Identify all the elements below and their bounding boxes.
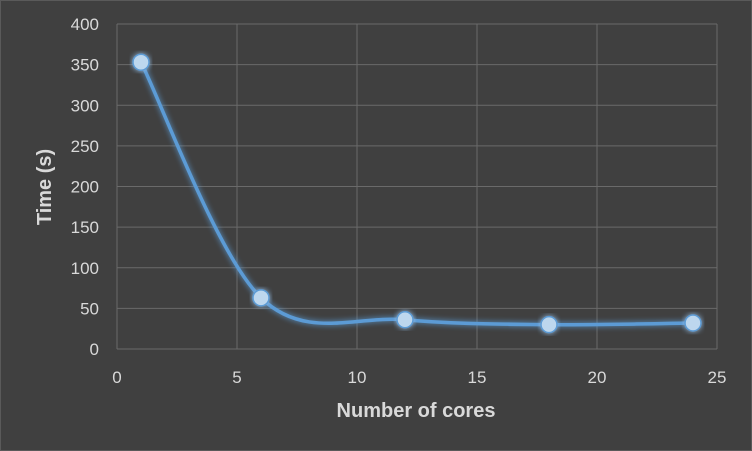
- data-point: [132, 53, 150, 71]
- x-tick-label: 10: [348, 368, 367, 387]
- y-tick-label: 400: [71, 15, 99, 34]
- data-point: [684, 314, 702, 332]
- y-tick-label: 350: [71, 56, 99, 75]
- x-axis-title: Number of cores: [337, 400, 496, 422]
- x-tick-label: 25: [708, 368, 727, 387]
- y-tick-label: 200: [71, 178, 99, 197]
- x-tick-label: 15: [468, 368, 487, 387]
- gridlines: [116, 23, 718, 350]
- y-tick-label: 50: [80, 299, 99, 318]
- y-tick-label: 250: [71, 137, 99, 156]
- data-point: [540, 315, 558, 334]
- y-tick-label: 0: [90, 340, 99, 359]
- x-tick-label: 0: [112, 368, 121, 387]
- y-axis-title: Time (s): [34, 149, 56, 225]
- data-point: [252, 289, 270, 307]
- y-tick-label: 150: [71, 218, 99, 237]
- y-tick-label: 100: [71, 259, 99, 278]
- series-layer: [132, 53, 702, 334]
- data-point: [396, 311, 414, 329]
- series-line: [139, 60, 695, 327]
- y-tick-label: 300: [71, 96, 99, 115]
- x-tick-label: 20: [588, 368, 607, 387]
- x-tick-label: 5: [232, 368, 241, 387]
